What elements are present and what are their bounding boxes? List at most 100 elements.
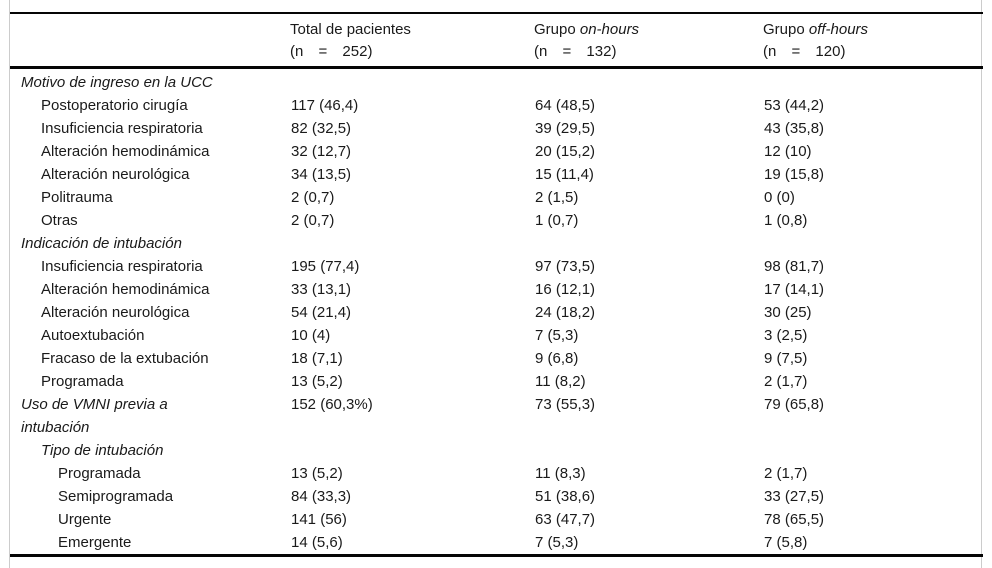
- cell-on-hours: 16 (12,1): [535, 281, 596, 298]
- cell-off-hours: 0 (0): [764, 189, 795, 206]
- cell-on-hours: 24 (18,2): [535, 304, 596, 321]
- row-label: Insuficiencia respiratoria: [41, 258, 203, 275]
- table-row: Politrauma 2 (0,7) 2 (1,5) 0 (0): [10, 186, 983, 209]
- row-label: Programada: [41, 373, 124, 390]
- table-row: Alteración hemodinámica 32 (12,7) 20 (15,2…: [10, 140, 983, 163]
- patient-characteristics-table: Total de pacientes (n = 252) Grupo on-ho…: [10, 12, 983, 557]
- row-label: Autoextubación: [41, 327, 145, 344]
- cell-off-hours: 2 (1,7): [764, 373, 808, 390]
- row-label: Postoperatorio cirugía: [41, 97, 188, 114]
- row-label: Emergente: [58, 534, 132, 551]
- header-empty-cell: [10, 13, 290, 69]
- cell-total: 54 (21,4): [291, 304, 352, 321]
- header-col-on-hours-title: Grupo on-hours: [534, 21, 640, 38]
- cell-off-hours: [763, 439, 983, 462]
- header-col-on-hours: Grupo on-hours (n = 132): [534, 13, 763, 69]
- cell-off-hours: 30 (25): [764, 304, 812, 321]
- table-row: Alteración neurológica 34 (13,5) 15 (11,4)…: [10, 163, 983, 186]
- cell-off-hours: [763, 232, 983, 255]
- scanned-sheet: Total de pacientes (n = 252) Grupo on-ho…: [9, 0, 983, 568]
- row-label: Otras: [41, 212, 78, 229]
- table-row: Semiprogramada 84 (33,3) 51 (38,6) 33 (27,5…: [10, 485, 983, 508]
- row-label: Urgente: [58, 511, 112, 528]
- cell-off-hours: 12 (10): [764, 143, 812, 160]
- table-row: Postoperatorio cirugía 117 (46,4) 64 (48,5…: [10, 94, 983, 117]
- cell-on-hours: 20 (15,2): [535, 143, 596, 160]
- table-row: Alteración hemodinámica 33 (13,1) 16 (12,1…: [10, 278, 983, 301]
- cell-total: 33 (13,1): [291, 281, 352, 298]
- table-row: Otras 2 (0,7) 1 (0,7) 1 (0,8): [10, 209, 983, 232]
- row-label: Alteración neurológica: [41, 304, 190, 321]
- cell-total: 82 (32,5): [291, 120, 352, 137]
- cell-on-hours: 15 (11,4): [535, 166, 594, 183]
- table-row: Autoextubación 10 (4) 7 (5,3) 3 (2,5): [10, 324, 983, 347]
- cell-on-hours: 1 (0,7): [535, 212, 579, 229]
- table-row: Fracaso de la extubación 18 (7,1) 9 (6,8) 9…: [10, 347, 983, 370]
- row-label: Programada: [58, 465, 141, 482]
- row-label: Insuficiencia respiratoria: [41, 120, 203, 137]
- cell-on-hours: 11 (8,2): [535, 373, 586, 390]
- section-header-row: Motivo de ingreso en la UCC: [10, 68, 983, 95]
- section-header-row: Tipo de intubación: [10, 439, 983, 462]
- row-label: Semiprogramada: [58, 488, 174, 505]
- header-col-off-hours-title: Grupo off-hours: [763, 21, 869, 38]
- cell-on-hours: 7 (5,3): [535, 327, 579, 344]
- table-row: Insuficiencia respiratoria 82 (32,5) 39 (2…: [10, 117, 983, 140]
- cell-total: 141 (56): [291, 511, 347, 528]
- row-label: Indicación de intubación: [21, 235, 182, 252]
- header-row: Total de pacientes (n = 252) Grupo on-ho…: [10, 13, 983, 69]
- cell-total: 152 (60,3%): [291, 396, 373, 413]
- cell-on-hours: 97 (73,5): [535, 258, 596, 275]
- row-label: Politrauma: [41, 189, 113, 206]
- cell-total: [290, 439, 534, 462]
- cell-off-hours: [763, 68, 983, 95]
- cell-off-hours: 7 (5,8): [764, 534, 808, 551]
- cell-total: [290, 232, 534, 255]
- cell-total: 13 (5,2): [291, 373, 343, 390]
- cell-on-hours: 9 (6,8): [535, 350, 579, 367]
- cell-total: [290, 68, 534, 95]
- row-label: Alteración neurológica: [41, 166, 190, 183]
- cell-total: 13 (5,2): [291, 465, 343, 482]
- header-col-off-hours: Grupo off-hours (n = 120): [763, 13, 983, 69]
- cell-off-hours: 98 (81,7): [764, 258, 825, 275]
- row-label: Tipo de intubación: [41, 442, 164, 459]
- header-col-total-title: Total de pacientes: [290, 21, 411, 38]
- header-col-total: Total de pacientes (n = 252): [290, 13, 534, 69]
- header-col-total-n: (n = 252): [290, 43, 373, 60]
- cell-on-hours: [534, 232, 763, 255]
- cell-off-hours: 9 (7,5): [764, 350, 808, 367]
- header-col-off-hours-n: (n = 120): [763, 43, 846, 60]
- cell-total: 2 (0,7): [291, 189, 335, 206]
- cell-total: 2 (0,7): [291, 212, 335, 229]
- cell-on-hours: 2 (1,5): [535, 189, 579, 206]
- cell-on-hours: [534, 439, 763, 462]
- row-label: Uso de VMNI previa a intubación: [21, 396, 168, 436]
- row-label: Fracaso de la extubación: [41, 350, 209, 367]
- cell-on-hours: 39 (29,5): [535, 120, 596, 137]
- cell-off-hours: 3 (2,5): [764, 327, 808, 344]
- cell-total: 32 (12,7): [291, 143, 352, 160]
- table-row: Programada 13 (5,2) 11 (8,3) 2 (1,7): [10, 462, 983, 485]
- table-row: Insuficiencia respiratoria 195 (77,4) 97 (…: [10, 255, 983, 278]
- cell-off-hours: 33 (27,5): [764, 488, 825, 505]
- cell-total: 18 (7,1): [291, 350, 343, 367]
- cell-on-hours: 64 (48,5): [535, 97, 596, 114]
- cell-total: 34 (13,5): [291, 166, 352, 183]
- cell-total: 10 (4): [291, 327, 331, 344]
- cell-total: 117 (46,4): [291, 97, 359, 114]
- table-row: Urgente 141 (56) 63 (47,7) 78 (65,5): [10, 508, 983, 531]
- cell-total: 14 (5,6): [291, 534, 343, 551]
- cell-on-hours: 63 (47,7): [535, 511, 596, 528]
- cell-on-hours: 11 (8,3): [535, 465, 586, 482]
- header-col-on-hours-n: (n = 132): [534, 43, 617, 60]
- cell-off-hours: 1 (0,8): [764, 212, 808, 229]
- cell-off-hours: 53 (44,2): [764, 97, 825, 114]
- cell-off-hours: 17 (14,1): [764, 281, 825, 298]
- section-header-row: Indicación de intubación: [10, 232, 983, 255]
- table-row: Uso de VMNI previa a intubación 152 (60,3…: [10, 393, 983, 439]
- row-label: Alteración hemodinámica: [41, 281, 210, 298]
- cell-on-hours: 51 (38,6): [535, 488, 596, 505]
- cell-off-hours: 43 (35,8): [764, 120, 825, 137]
